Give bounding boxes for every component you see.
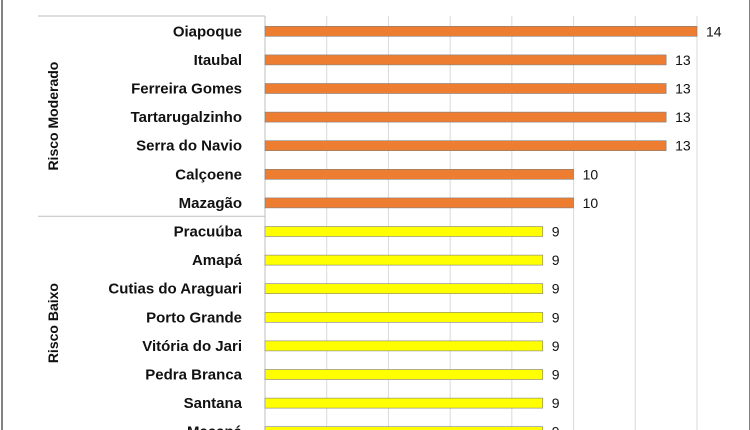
group-label: Risco Moderado: [45, 62, 61, 171]
data-label: 9: [552, 367, 560, 383]
bar: [264, 83, 667, 94]
bar: [264, 226, 544, 237]
bar: [264, 340, 544, 352]
data-label: 9: [552, 281, 560, 297]
data-label: 9: [552, 252, 560, 268]
bars: [264, 25, 698, 430]
bar: [264, 311, 544, 323]
bar: [264, 197, 574, 209]
category-label: Itaubal: [194, 52, 242, 69]
data-label: 9: [552, 338, 560, 354]
bar: [264, 169, 574, 180]
category-label: Vitória do Jari: [142, 338, 242, 355]
category-label: Amapá: [192, 252, 243, 269]
category-label: Santana: [184, 395, 243, 412]
category-label: Porto Grande: [146, 309, 242, 326]
data-label: 13: [675, 52, 691, 68]
category-label: Calçoene: [175, 166, 242, 183]
category-label: Pedra Branca: [145, 367, 242, 384]
data-label: 13: [675, 81, 691, 97]
category-label: Mazagão: [179, 195, 242, 212]
category-label: Macapá: [187, 424, 243, 430]
bar: [264, 369, 544, 380]
data-label: 9: [552, 424, 560, 430]
data-label: 10: [583, 166, 599, 182]
data-label: 9: [552, 395, 560, 411]
category-label: Oiapoque: [173, 23, 242, 40]
category-label: Ferreira Gomes: [131, 81, 242, 98]
data-label: 9: [552, 224, 560, 240]
bar: [264, 426, 544, 430]
bar: [264, 25, 698, 37]
data-label: 13: [675, 138, 691, 154]
category-label: Tartarugalzinho: [131, 109, 242, 126]
data-label: 10: [583, 195, 599, 211]
data-label: 14: [706, 23, 722, 39]
bar: [264, 54, 667, 66]
gridlines: [264, 16, 698, 430]
group-label: Risco Baixo: [45, 283, 61, 363]
category-label: Serra do Navio: [136, 138, 242, 155]
bar: [264, 397, 544, 409]
category-label: Cutias do Araguari: [108, 281, 242, 298]
bar: [264, 283, 544, 295]
data-label: 9: [552, 309, 560, 325]
bar: [264, 254, 544, 266]
value-labels: 14 13 13 13 13 10 10 9 9 9 9 9 9 9 9: [552, 23, 722, 430]
group-labels: Risco Moderado Risco Baixo: [38, 15, 265, 363]
category-labels: Oiapoque Itaubal Ferreira Gomes Tartarugalz…: [108, 23, 242, 430]
category-label: Pracuúba: [174, 224, 243, 241]
data-label: 13: [675, 109, 691, 125]
bar: [264, 140, 667, 151]
bar: [264, 111, 667, 123]
